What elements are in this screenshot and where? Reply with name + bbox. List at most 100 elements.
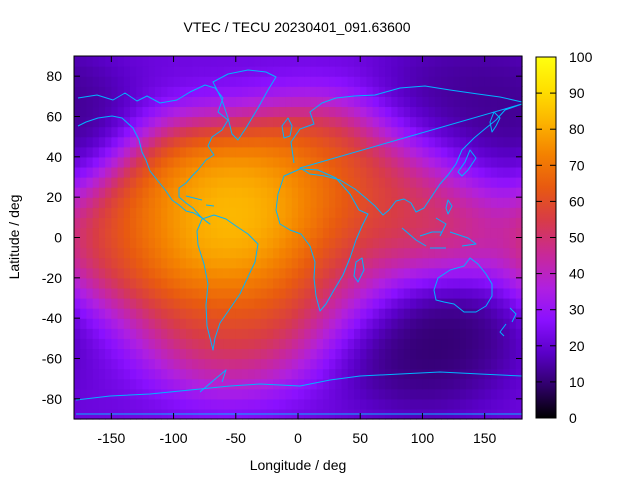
heatmap-cell: [403, 267, 411, 279]
heatmap-cell: [515, 277, 523, 289]
heatmap-cell: [484, 177, 492, 188]
heatmap-cell: [86, 106, 94, 118]
heatmap-cell: [434, 237, 442, 249]
heatmap-cell: [378, 136, 386, 148]
heatmap-cell: [223, 247, 231, 259]
heatmap-cell: [397, 96, 405, 108]
heatmap-cell: [248, 156, 256, 168]
heatmap-cell: [80, 237, 88, 249]
heatmap-cell: [316, 146, 324, 158]
heatmap-cell: [378, 207, 386, 218]
heatmap-cell: [478, 398, 486, 410]
heatmap-cell: [204, 187, 212, 198]
heatmap-cell: [111, 267, 119, 279]
heatmap-cell: [161, 217, 168, 229]
heatmap-cell: [329, 207, 336, 218]
heatmap-cell: [453, 96, 461, 108]
heatmap-cell: [490, 277, 498, 289]
heatmap-cell: [447, 308, 455, 319]
heatmap-cell: [74, 277, 81, 289]
heatmap-cell: [123, 56, 131, 67]
heatmap-cell: [74, 187, 81, 198]
heatmap-cell: [497, 96, 504, 108]
heatmap-cell: [397, 86, 405, 97]
heatmap-cell: [229, 146, 237, 158]
heatmap-cell: [385, 56, 392, 67]
heatmap-cell: [354, 318, 361, 329]
heatmap-cell: [310, 217, 318, 229]
heatmap-cell: [447, 166, 455, 178]
heatmap-cell: [260, 348, 268, 360]
heatmap-cell: [105, 56, 112, 67]
colorbar-tick-label: 50: [569, 230, 585, 246]
heatmap-cell: [515, 237, 523, 249]
heatmap-cell: [242, 298, 249, 309]
heatmap-cell: [154, 227, 162, 239]
heatmap-cell: [372, 257, 380, 269]
heatmap-cell: [472, 146, 480, 158]
heatmap-cell: [403, 156, 411, 168]
heatmap-cell: [173, 197, 181, 208]
heatmap-cell: [378, 338, 386, 350]
heatmap-cell: [198, 247, 206, 259]
heatmap-cell: [335, 116, 343, 128]
heatmap-cell: [372, 388, 380, 400]
heatmap-cell: [86, 247, 94, 259]
heatmap-cell: [242, 106, 249, 118]
heatmap-cell: [111, 56, 119, 67]
heatmap-cell: [186, 368, 193, 380]
heatmap-cell: [179, 328, 187, 339]
heatmap-cell: [186, 328, 193, 339]
heatmap-cell: [92, 136, 100, 148]
heatmap-cell: [285, 136, 293, 148]
heatmap-cell: [229, 207, 237, 218]
heatmap-cell: [204, 227, 212, 239]
heatmap-cell: [248, 207, 256, 218]
heatmap-cell: [329, 308, 336, 319]
heatmap-cell: [484, 86, 492, 97]
heatmap-cell: [223, 237, 231, 249]
heatmap-cell: [117, 247, 125, 259]
heatmap-cell: [198, 207, 206, 218]
heatmap-cell: [316, 227, 324, 239]
heatmap-cell: [509, 378, 517, 390]
heatmap-cell: [372, 247, 380, 259]
heatmap-cell: [459, 398, 467, 410]
heatmap-cell: [217, 86, 224, 97]
heatmap-cell: [385, 368, 392, 380]
heatmap-cell: [434, 217, 442, 229]
heatmap-cell: [130, 177, 137, 188]
heatmap-cell: [210, 56, 218, 67]
heatmap-cell: [497, 298, 504, 309]
heatmap-cell: [242, 378, 249, 390]
heatmap-cell: [378, 298, 386, 309]
heatmap-cell: [204, 207, 212, 218]
heatmap-cell: [304, 277, 312, 289]
heatmap-cell: [360, 358, 368, 370]
heatmap-cell: [459, 106, 467, 118]
heatmap-cell: [260, 398, 268, 410]
heatmap-cell: [472, 156, 480, 168]
heatmap-cell: [478, 267, 486, 279]
heatmap-cell: [422, 156, 430, 168]
heatmap-cell: [416, 126, 424, 138]
heatmap-cell: [266, 318, 274, 329]
heatmap-cell: [186, 56, 193, 67]
heatmap-cell: [403, 287, 411, 299]
heatmap-cell: [167, 177, 175, 188]
heatmap-cell: [403, 237, 411, 249]
heatmap-cell: [335, 328, 343, 339]
heatmap-cell: [242, 177, 249, 188]
heatmap-cell: [434, 298, 442, 309]
heatmap-cell: [111, 368, 119, 380]
heatmap-cell: [304, 116, 312, 128]
heatmap-cell: [397, 116, 405, 128]
heatmap-cell: [285, 308, 293, 319]
heatmap-cell: [472, 388, 480, 400]
heatmap-cell: [509, 247, 517, 259]
heatmap-cell: [298, 116, 305, 128]
heatmap-cell: [80, 96, 88, 108]
heatmap-cell: [497, 237, 504, 249]
heatmap-cell: [80, 328, 88, 339]
heatmap-cell: [148, 277, 156, 289]
